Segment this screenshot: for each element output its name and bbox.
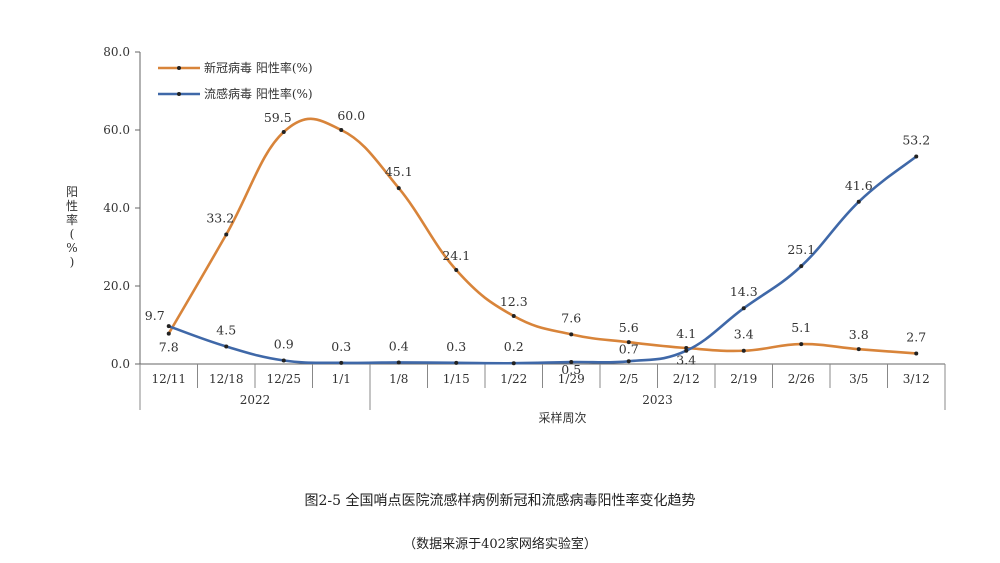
data-label-covid: 45.1 [385,164,413,179]
legend-label-flu: 流感病毒 阳性率(%) [204,86,313,101]
data-point-covid [799,342,804,347]
data-point-flu [511,361,516,366]
data-label-flu: 0.9 [274,336,294,351]
data-label-flu: 9.7 [145,308,165,323]
data-label-covid: 3.8 [849,327,869,342]
y-tick-label: 80.0 [103,45,130,59]
data-label-covid: 33.2 [206,211,234,226]
data-point-flu [799,264,804,269]
data-point-covid [166,331,171,336]
data-point-covid [454,268,459,273]
x-tick-label: 1/8 [389,372,408,386]
data-point-covid [339,128,344,132]
data-label-flu: 53.2 [902,133,930,148]
data-label-covid: 5.6 [619,320,639,335]
data-label-covid: 5.1 [791,320,811,335]
data-label-flu: 0.7 [619,341,639,356]
x-tick-label: 2/5 [619,372,638,386]
x-tick-label: 3/12 [903,372,930,386]
legend-label-covid: 新冠病毒 阳性率(%) [204,60,313,75]
data-labels: 7.8 33.2 59.5 60.0 45.1 24.1 12.3 7.6 5.6 4.1 3.4 5… [145,108,930,377]
data-label-flu: 4.5 [216,322,236,337]
series-layer [166,117,919,366]
y-tick-label: 40.0 [103,201,130,215]
x-tick-label: 2/19 [730,372,757,386]
data-point-flu [166,324,171,329]
data-point-covid [224,232,229,237]
data-point-covid [511,314,516,319]
legend-marker-covid [177,66,181,70]
figure-caption: 图2-5 全国哨点医院流感样病例新冠和流感病毒阳性率变化趋势 [304,493,696,509]
data-point-covid [569,332,574,337]
data-label-covid: 12.3 [500,294,528,309]
x-tick-label: 12/18 [209,372,244,386]
data-label-flu: 0.3 [331,339,351,354]
y-tick-label: 60.0 [103,123,130,137]
data-point-flu [224,344,229,349]
data-point-covid [281,129,286,134]
data-point-covid [914,351,919,356]
data-label-flu: 0.4 [389,338,409,353]
x-axis-title: 采样周次 [538,410,586,425]
data-point-flu [454,360,459,365]
legend: 新冠病毒 阳性率(%) 流感病毒 阳性率(%) [158,60,313,101]
data-point-covid [856,347,861,352]
year-group-label: 2022 [240,393,271,407]
data-label-flu: 14.3 [730,284,758,299]
x-tick-label: 1/29 [558,372,585,386]
data-label-flu: 3.4 [676,353,696,368]
x-tick-label: 2/12 [673,372,700,386]
data-point-flu [339,360,344,365]
data-label-covid: 2.7 [906,329,926,344]
data-label-covid: 59.5 [264,110,292,125]
data-label-covid: 3.4 [734,327,754,342]
data-label-flu: 0.3 [446,339,466,354]
data-label-flu: 25.1 [787,242,815,257]
data-point-flu [626,359,631,364]
data-label-flu: 0.2 [504,339,524,354]
x-tick-label: 3/5 [849,372,868,386]
positivity-line-chart: 0.0 20.0 40.0 60.0 80.0 阳性率(%) 12/11 12/18 12/25… [66,45,946,425]
x-tick-label: 2/26 [788,372,815,386]
axes: 0.0 20.0 40.0 60.0 80.0 阳性率(%) 12/11 12/18 12/25… [66,45,946,425]
y-tick-label: 0.0 [111,357,130,371]
year-group-label: 2023 [642,393,673,407]
data-point-flu [856,199,861,204]
x-tick-label: 1/1 [332,372,351,386]
x-tick-label: 1/15 [443,372,470,386]
data-label-covid: 60.0 [337,108,365,123]
data-point-flu [741,306,746,311]
data-point-flu [914,154,919,159]
data-point-covid [741,348,746,353]
data-label-covid: 7.8 [159,340,179,355]
figure-source-note: （数据来源于402家网络实验室） [403,537,597,552]
data-point-flu [396,360,401,365]
data-point-covid [396,186,401,191]
data-label-flu: 0.5 [561,362,581,377]
x-tick-label: 1/22 [500,372,527,386]
data-label-covid: 24.1 [442,248,470,263]
data-point-flu [569,360,574,365]
data-point-flu [684,348,689,353]
y-tick-label: 20.0 [103,279,130,293]
series-line-covid [167,117,917,355]
data-label-covid: 4.1 [676,326,696,341]
x-tick-label: 12/11 [151,372,186,386]
data-point-flu [281,358,286,363]
data-label-flu: 41.6 [845,178,873,193]
x-tick-label: 12/25 [266,372,301,386]
y-axis-title: 阳性率(%) [66,185,78,269]
data-label-covid: 7.6 [561,310,581,325]
data-point-covid [626,340,631,345]
legend-marker-flu [177,92,181,96]
